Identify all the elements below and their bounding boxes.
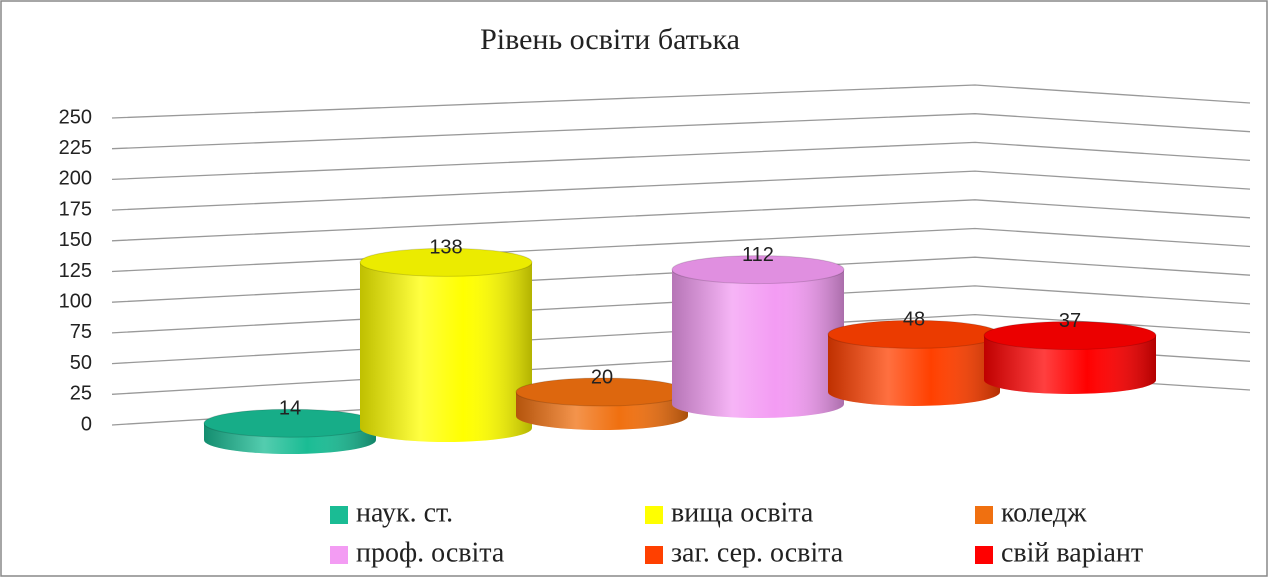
bar-top-shade: [984, 321, 1156, 350]
legend-swatch: [975, 546, 993, 564]
y-tick-label: 100: [59, 290, 92, 312]
data-label: 48: [903, 309, 925, 331]
bar-top-shade: [360, 248, 532, 277]
legend-label: свій варіант: [1001, 537, 1143, 568]
y-tick-label: 225: [59, 137, 92, 159]
y-tick-label: 250: [59, 106, 92, 128]
bar-top: [359, 247, 533, 277]
data-label: 138: [429, 237, 462, 259]
bar-shade: [984, 335, 1156, 394]
legend-swatch: [330, 506, 348, 524]
y-tick-label: 200: [59, 168, 92, 190]
grid-line: [111, 113, 1251, 150]
legend-swatch: [975, 506, 993, 524]
y-tick-label: 150: [59, 229, 92, 251]
bar-top: [983, 321, 1157, 351]
legend-label: проф. освіта: [356, 537, 505, 568]
y-tick-label: 25: [70, 383, 92, 405]
legend-swatch: [645, 506, 663, 524]
grid-line: [111, 84, 1251, 119]
bar-top-shade: [204, 409, 376, 438]
bar-top: [671, 255, 845, 285]
bar-top-shade: [516, 377, 688, 406]
cylinder: [983, 321, 1157, 394]
legend-label: наук. ст.: [356, 497, 453, 528]
y-tick-label: 175: [59, 198, 92, 220]
cylinder: [515, 377, 689, 430]
bar-shade: [672, 269, 844, 418]
y-tick-label: 0: [81, 413, 92, 435]
data-label: 37: [1059, 310, 1081, 332]
cylinder: [203, 408, 377, 454]
bar-shade: [360, 262, 532, 442]
bar-shade: [828, 334, 1000, 406]
data-label: 112: [742, 244, 774, 266]
legend-label: заг. сер. освіта: [671, 537, 844, 568]
grid-line: [111, 199, 1251, 242]
cylinder: [827, 319, 1001, 406]
y-tick-label: 50: [70, 352, 92, 374]
data-label: 14: [279, 397, 301, 419]
legend-swatch: [330, 546, 348, 564]
grid-line: [111, 141, 1251, 181]
data-label: 20: [591, 366, 613, 388]
cylinder: [359, 247, 533, 442]
bar-top-shade: [828, 320, 1000, 349]
legend-label: коледж: [1001, 497, 1087, 528]
cylinder: [671, 255, 845, 418]
legend-label: вища освіта: [671, 497, 814, 528]
grid-line: [111, 170, 1251, 211]
y-tick-label: 75: [70, 321, 92, 343]
bar-top-shade: [672, 255, 844, 284]
y-tick-label: 125: [59, 260, 92, 282]
chart-title: Рівень освіти батька: [480, 23, 740, 56]
legend-swatch: [645, 546, 663, 564]
